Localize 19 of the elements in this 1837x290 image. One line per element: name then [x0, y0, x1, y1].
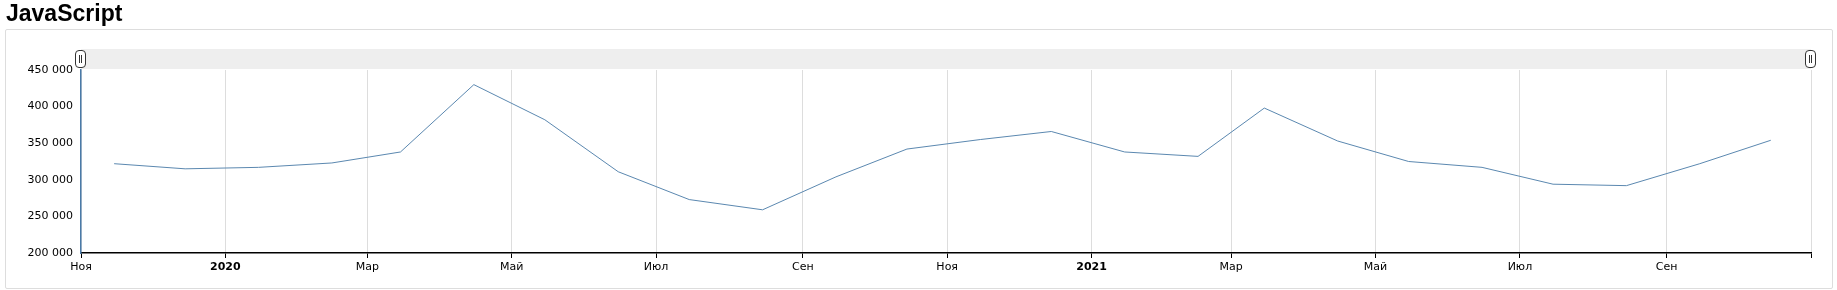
- y-tick-label: 400 000: [27, 99, 73, 113]
- y-tick-label: 300 000: [27, 172, 73, 186]
- y-tick-label: 200 000: [27, 245, 73, 259]
- x-tick-label: Мар: [1219, 260, 1243, 274]
- x-tick-label: Ноя: [936, 260, 958, 274]
- y-tick-label: 250 000: [27, 209, 73, 223]
- x-tick-label: Июл: [1507, 260, 1533, 274]
- x-tick-label: Сен: [1655, 260, 1678, 274]
- x-tick-label: 2020: [210, 260, 242, 274]
- x-tick-label: Июл: [643, 260, 669, 274]
- y-tick-label: 450 000: [27, 62, 73, 76]
- y-tick-label: 350 000: [27, 136, 73, 150]
- x-tick-label: Мар: [355, 260, 379, 274]
- x-tick-label: Ноя: [70, 260, 92, 274]
- x-tick-label: Май: [500, 260, 524, 274]
- x-tick-label: Май: [1363, 260, 1388, 274]
- x-tick-label: Сен: [792, 260, 814, 274]
- x-tick-label: 2021: [1076, 260, 1107, 274]
- chart-title: JavaScript: [6, 0, 123, 27]
